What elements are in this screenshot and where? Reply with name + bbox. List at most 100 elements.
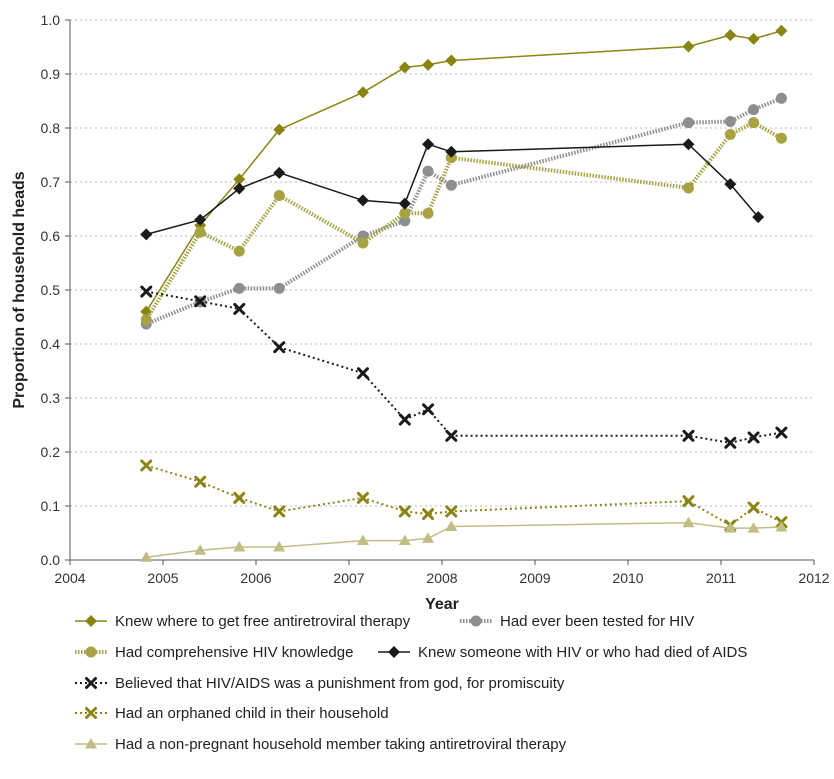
y-tick-label: 0.4 xyxy=(41,336,61,352)
data-point xyxy=(747,501,760,514)
data-point xyxy=(682,495,695,508)
legend-symbol xyxy=(378,646,410,658)
data-point xyxy=(194,213,207,226)
y-tick-label: 0.5 xyxy=(41,282,61,298)
series-line xyxy=(145,30,782,312)
data-point xyxy=(445,429,458,442)
legend-label: Had a non-pregnant household member taki… xyxy=(115,736,567,753)
legend-symbol xyxy=(75,615,107,627)
legend-marker xyxy=(470,615,482,627)
data-point xyxy=(747,32,760,45)
data-point xyxy=(422,165,434,177)
data-point xyxy=(748,117,760,129)
y-axis-title: Proportion of household heads xyxy=(11,171,28,408)
data-point xyxy=(682,138,695,151)
data-point xyxy=(682,429,695,442)
y-tick-label: 0.1 xyxy=(41,498,61,514)
data-point xyxy=(140,314,152,326)
legend-label: Had comprehensive HIV knowledge xyxy=(115,644,353,661)
data-point xyxy=(233,541,246,552)
data-point xyxy=(724,29,737,42)
data-point xyxy=(724,128,736,140)
series-group xyxy=(140,24,788,562)
legend-symbol xyxy=(75,707,107,719)
data-point xyxy=(194,544,207,555)
data-point xyxy=(775,132,787,144)
y-tick-label: 0.7 xyxy=(41,174,61,190)
data-point xyxy=(747,522,760,533)
legend-marker xyxy=(85,707,97,719)
x-tick-label: 2005 xyxy=(147,570,178,586)
x-tick-label: 2012 xyxy=(798,570,829,586)
data-point xyxy=(445,145,458,158)
data-point xyxy=(356,534,369,546)
data-point xyxy=(357,237,369,249)
data-point xyxy=(752,211,765,224)
data-point xyxy=(356,194,369,207)
data-point xyxy=(724,178,737,191)
data-point xyxy=(233,302,246,315)
data-point xyxy=(273,190,285,201)
data-point xyxy=(273,166,286,179)
series-5 xyxy=(140,285,788,449)
legend-label: Had an orphaned child in their household xyxy=(115,705,389,722)
data-point xyxy=(233,245,245,257)
legend-item: Had comprehensive HIV knowledge xyxy=(75,644,353,661)
series-line xyxy=(146,521,782,559)
data-point xyxy=(356,86,369,99)
data-point xyxy=(445,179,457,191)
legend-marker xyxy=(388,646,400,658)
y-tick-label: 0.2 xyxy=(41,444,61,460)
legend-item: Knew someone with HIV or who had died of… xyxy=(378,644,747,661)
data-point xyxy=(233,173,246,186)
x-tick-label: 2007 xyxy=(333,570,364,586)
series-line xyxy=(145,96,783,326)
data-point xyxy=(356,491,369,504)
data-point xyxy=(194,295,207,308)
data-point xyxy=(273,505,286,518)
x-tick-label: 2008 xyxy=(426,570,457,586)
data-point xyxy=(682,516,695,528)
data-point xyxy=(445,505,458,518)
x-tick-label: 2011 xyxy=(706,570,736,586)
legend-label: Had ever been tested for HIV xyxy=(500,613,694,630)
data-point xyxy=(422,403,435,416)
series-line xyxy=(146,290,782,444)
data-point xyxy=(682,117,694,129)
data-point xyxy=(273,341,286,354)
x-tick-label: 2009 xyxy=(519,570,550,586)
data-point xyxy=(273,282,285,294)
legend-item: Had ever been tested for HIV xyxy=(460,613,694,630)
data-point xyxy=(399,207,411,219)
series-1 xyxy=(140,24,788,318)
legend-symbol xyxy=(75,646,107,658)
data-point xyxy=(273,123,286,136)
data-point xyxy=(775,426,788,439)
legend-marker xyxy=(85,738,97,749)
data-point xyxy=(356,367,369,380)
series-7 xyxy=(140,516,788,562)
data-point xyxy=(140,551,153,562)
data-point xyxy=(422,532,435,543)
legend: Knew where to get free antiretroviral th… xyxy=(75,613,747,753)
tick-labels: 0.0 0.1 0.2 0.3 0.4 0.5 0.6 0.7 0.8 0.9 1.0 2004 200… xyxy=(41,12,830,586)
legend-item: Knew where to get free antiretroviral th… xyxy=(75,613,411,630)
legend-item: Had a non-pregnant household member taki… xyxy=(75,736,567,753)
series-4 xyxy=(140,138,765,241)
y-tick-label: 0.0 xyxy=(41,552,61,568)
data-point xyxy=(682,40,695,53)
data-point xyxy=(398,61,411,74)
data-point xyxy=(399,215,411,227)
legend-marker xyxy=(85,677,97,689)
data-point xyxy=(422,207,434,219)
data-point xyxy=(194,226,206,238)
x-tick-label: 2004 xyxy=(54,570,85,586)
data-point xyxy=(140,228,153,241)
data-point xyxy=(194,475,207,488)
y-tick-label: 0.9 xyxy=(41,66,61,82)
y-tick-label: 0.8 xyxy=(41,120,61,136)
legend-symbol xyxy=(75,738,107,749)
data-point xyxy=(140,459,153,472)
legend-label: Knew someone with HIV or who had died of… xyxy=(418,644,747,661)
